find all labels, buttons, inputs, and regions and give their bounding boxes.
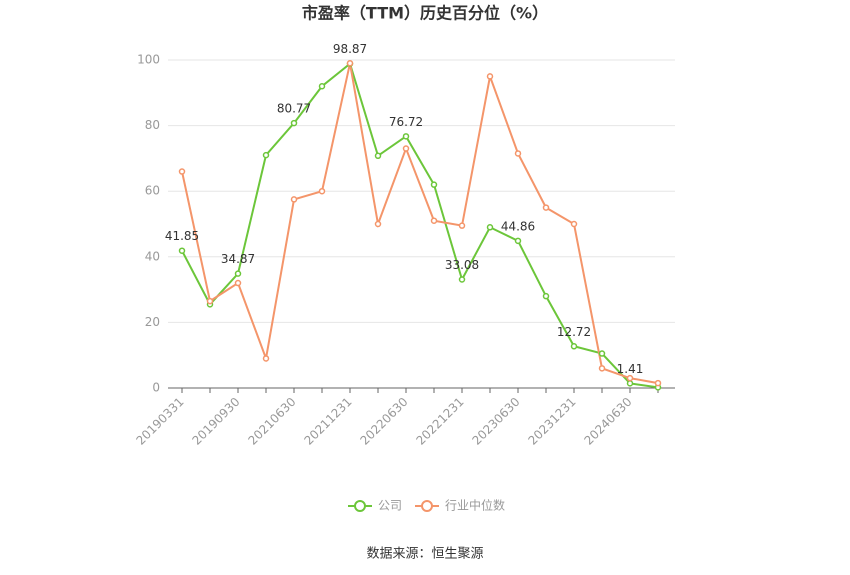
point [458, 276, 466, 283]
point [486, 224, 494, 231]
y-tick-label: 40 [145, 249, 160, 263]
point [626, 380, 634, 387]
point [570, 343, 578, 350]
data-label: 34.87 [221, 252, 255, 266]
point [262, 151, 270, 159]
x-tick-label: 20210630 [246, 395, 299, 448]
point [402, 145, 410, 152]
y-tick-label: 20 [145, 315, 160, 329]
point [626, 374, 634, 382]
data-label: 41.85 [165, 229, 199, 243]
data-label: 98.87 [333, 42, 367, 56]
data-label: 1.41 [617, 362, 644, 376]
x-tick-label: 20190331 [134, 395, 187, 448]
point [542, 292, 550, 300]
legend-label: 公司 [378, 499, 402, 513]
point [570, 220, 578, 228]
point [430, 217, 438, 224]
chart-title: 市盈率（TTM）历史百分位（%） [302, 4, 548, 23]
data-label: 80.77 [277, 102, 311, 116]
series-line [181, 61, 659, 389]
point [178, 168, 186, 175]
data-label: 44.86 [501, 219, 535, 233]
y-tick-label: 60 [145, 184, 160, 198]
point [346, 60, 354, 67]
x-tick-label: 20220630 [358, 395, 411, 448]
x-tick-label: 20221231 [414, 395, 467, 448]
x-tick-label: 20230630 [470, 395, 523, 448]
x-tick-label: 20190930 [190, 395, 243, 448]
point [514, 150, 522, 157]
data-label: 12.72 [557, 325, 591, 339]
point [234, 279, 242, 287]
x-tick-label: 20211231 [302, 395, 355, 448]
x-tick-label: 20240630 [582, 395, 635, 448]
point [430, 181, 438, 188]
legend-marker [354, 500, 366, 512]
point [598, 365, 606, 372]
point [542, 204, 550, 211]
point [374, 220, 382, 228]
x-tick-label: 20231231 [526, 395, 579, 448]
point [486, 73, 494, 80]
point [290, 119, 298, 127]
point [458, 222, 466, 229]
point [206, 297, 214, 305]
point [318, 187, 326, 195]
point [402, 133, 410, 140]
point [514, 237, 522, 245]
series-line [181, 63, 659, 385]
source: 数据来源：恒生聚源 [366, 547, 483, 562]
y-tick-label: 80 [145, 118, 160, 132]
legend-item: 公司 [348, 499, 402, 513]
point [178, 247, 186, 254]
point [290, 196, 298, 203]
y-tick-label: 0 [152, 381, 160, 395]
point [262, 355, 270, 362]
y-tick-label: 100 [137, 53, 160, 67]
data-label: 33.08 [445, 258, 479, 272]
point [318, 82, 326, 90]
data-label: 76.72 [389, 115, 423, 129]
point [598, 350, 606, 357]
point [374, 152, 382, 160]
point [654, 379, 662, 387]
legend-marker [421, 500, 433, 512]
legend-item: 行业中位数 [415, 498, 505, 513]
point [234, 270, 242, 277]
legend-label: 行业中位数 [445, 498, 505, 513]
